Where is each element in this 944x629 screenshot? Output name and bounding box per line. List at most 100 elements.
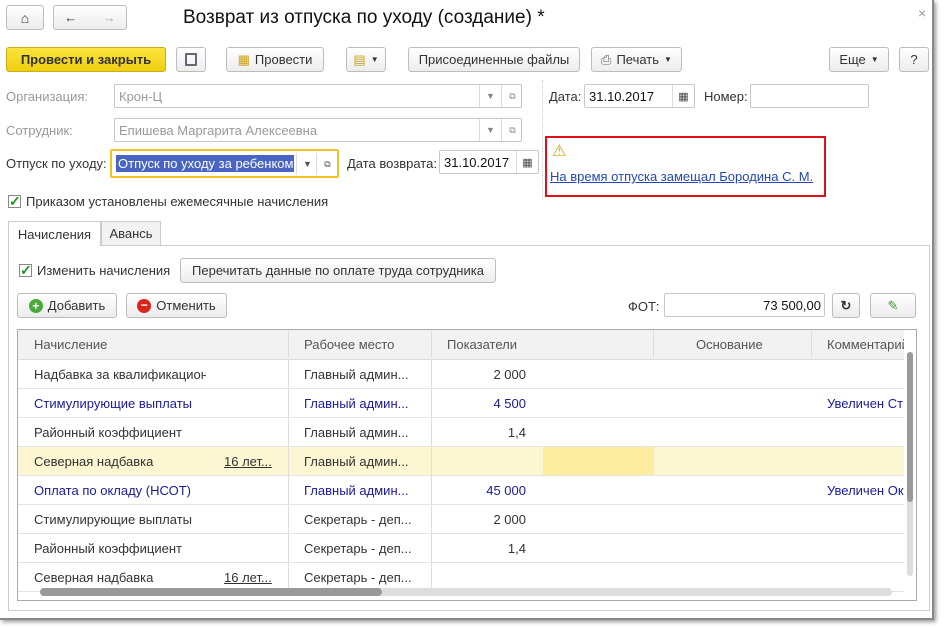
indicator-value-cell[interactable] (432, 563, 526, 591)
basis-cell[interactable] (654, 418, 812, 446)
table-row[interactable]: Надбавка за квалификационную кате... Глав… (18, 360, 904, 389)
comment-cell[interactable] (812, 447, 904, 475)
period-link[interactable] (206, 418, 289, 446)
post-and-close-button[interactable]: Провести и закрыть (6, 47, 166, 72)
basis-cell[interactable] (654, 505, 812, 533)
indicator-value-cell[interactable]: 4 500 (493, 395, 526, 411)
forward-button[interactable]: → (102, 10, 116, 25)
period-link[interactable] (206, 534, 289, 562)
column-header-indicators[interactable]: Показатели (432, 330, 654, 358)
substitute-link[interactable]: На время отпуска замещал Бородина С. М. (550, 169, 814, 184)
indicator-extra-cell[interactable] (543, 360, 654, 388)
indicator-extra-cell[interactable] (543, 476, 654, 504)
fot-field[interactable]: 73 500,00 (664, 293, 825, 317)
column-header-accrual[interactable]: Начисление (18, 330, 289, 358)
org-field[interactable]: Крон-Ц ▼ ⧉ (114, 84, 522, 108)
accrual-cell[interactable]: Северная надбавка (34, 453, 154, 469)
table-row[interactable]: Районный коэффициент Секретарь - деп... 1,… (18, 534, 904, 563)
back-button[interactable]: ← (64, 10, 78, 25)
indicator-value-cell[interactable]: 1,4 (507, 540, 526, 556)
column-header-comment[interactable]: Комментарий (827, 336, 904, 352)
workplace-cell[interactable]: Секретарь - деп... (289, 505, 432, 533)
reread-button[interactable]: Перечитать данные по оплате труда сотруд… (180, 258, 496, 283)
open-icon[interactable]: ⧉ (316, 153, 338, 175)
workplace-cell[interactable]: Главный админ... (289, 447, 432, 475)
chevron-down-icon[interactable]: ▼ (479, 85, 501, 107)
return-date-field[interactable]: 31.10.2017 ▦ (439, 150, 539, 174)
comment-cell[interactable] (812, 418, 904, 446)
comment-cell[interactable] (812, 505, 904, 533)
save-button[interactable] (176, 47, 206, 72)
close-button[interactable]: × (918, 5, 927, 21)
horizontal-scrollbar[interactable] (40, 588, 892, 596)
indicator-value-cell[interactable]: 2 000 (493, 511, 526, 527)
open-icon[interactable]: ⧉ (501, 85, 523, 107)
accrual-cell[interactable]: Стимулирующие выплаты (34, 395, 192, 411)
period-link[interactable] (206, 476, 289, 504)
more-button[interactable]: Еще ▼ (829, 47, 889, 72)
home-button[interactable]: ⌂ (6, 5, 44, 30)
table-row[interactable]: Стимулирующие выплаты Главный админ... 4 5… (18, 389, 904, 418)
date-field[interactable]: 31.10.2017 ▦ (584, 84, 695, 108)
indicator-value-cell[interactable]: 1,4 (507, 424, 526, 440)
table-row[interactable]: Оплата по окладу (НСОТ) Главный админ... 4… (18, 476, 904, 505)
comment-cell[interactable] (812, 360, 904, 388)
period-link[interactable]: 16 лет... (206, 563, 289, 591)
indicator-extra-cell[interactable] (543, 418, 654, 446)
column-header-workplace[interactable]: Рабочее место (289, 330, 432, 358)
workplace-cell[interactable]: Главный админ... (289, 360, 432, 388)
accrual-cell[interactable]: Районный коэффициент (34, 540, 182, 556)
scrollbar-thumb[interactable] (907, 352, 913, 502)
comment-cell[interactable]: Увеличен Ок (827, 482, 904, 498)
comment-cell[interactable]: Увеличен Ст (827, 395, 904, 411)
add-button[interactable]: + Добавить (17, 293, 117, 318)
post-button[interactable]: ▦ Провести (226, 47, 324, 72)
basis-cell[interactable] (654, 476, 812, 504)
leave-field[interactable]: Отпуск по уходу за ребенком ▼ ⧉ (110, 149, 339, 178)
indicator-value-cell[interactable] (432, 447, 526, 475)
comment-cell[interactable] (812, 534, 904, 562)
attached-files-button[interactable]: Присоединенные файлы (408, 47, 580, 72)
workplace-cell[interactable]: Главный админ... (289, 389, 432, 417)
period-link[interactable] (206, 389, 289, 417)
accrual-cell[interactable]: Стимулирующие выплаты (34, 511, 192, 527)
indicator-value-cell[interactable]: 2 000 (493, 366, 526, 382)
basis-cell[interactable] (654, 563, 812, 591)
indicator-extra-cell[interactable] (543, 534, 654, 562)
tab-accruals[interactable]: Начисления (8, 221, 101, 246)
basis-cell[interactable] (654, 534, 812, 562)
table-row[interactable]: Стимулирующие выплаты Секретарь - деп... 2… (18, 505, 904, 534)
period-link[interactable] (206, 360, 289, 388)
workplace-cell[interactable]: Секретарь - деп... (289, 563, 432, 591)
create-based-button[interactable]: ▤ ▼ (346, 47, 386, 72)
workplace-cell[interactable]: Главный админ... (289, 476, 432, 504)
chevron-down-icon[interactable]: ▼ (479, 119, 501, 141)
accrual-cell[interactable]: Районный коэффициент (34, 424, 182, 440)
chevron-down-icon[interactable]: ▼ (296, 153, 318, 175)
workplace-cell[interactable]: Секретарь - деп... (289, 534, 432, 562)
table-row[interactable]: Районный коэффициент Главный админ... 1,4 (18, 418, 904, 447)
calendar-icon[interactable]: ▦ (672, 85, 694, 107)
accrual-cell[interactable]: Оплата по окладу (НСОТ) (34, 482, 191, 498)
cancel-button[interactable]: − Отменить (126, 293, 227, 318)
calendar-icon[interactable]: ▦ (516, 151, 538, 173)
open-icon[interactable]: ⧉ (501, 119, 523, 141)
edit-button[interactable]: ✎ (870, 293, 916, 318)
indicator-extra-cell[interactable] (543, 505, 654, 533)
basis-cell[interactable] (654, 360, 812, 388)
workplace-cell[interactable]: Главный админ... (289, 418, 432, 446)
help-button[interactable]: ? (899, 47, 929, 72)
monthly-accruals-checkbox[interactable]: ✓ Приказом установлены ежемесячные начисл… (8, 194, 328, 209)
indicator-value-cell[interactable]: 45 000 (486, 482, 526, 498)
print-button[interactable]: ⎙ Печать ▼ (591, 47, 682, 72)
accrual-cell[interactable]: Северная надбавка (34, 569, 154, 585)
number-field[interactable] (750, 84, 869, 108)
basis-cell[interactable] (654, 389, 812, 417)
indicator-extra-cell[interactable] (543, 563, 654, 591)
indicator-extra-cell[interactable] (543, 389, 654, 417)
refresh-button[interactable]: ↻ (832, 293, 860, 318)
accrual-cell[interactable]: Надбавка за квалификационную кате... (34, 366, 206, 382)
period-link[interactable]: 16 лет... (206, 447, 289, 475)
basis-cell[interactable] (654, 447, 812, 475)
period-link[interactable] (206, 505, 289, 533)
